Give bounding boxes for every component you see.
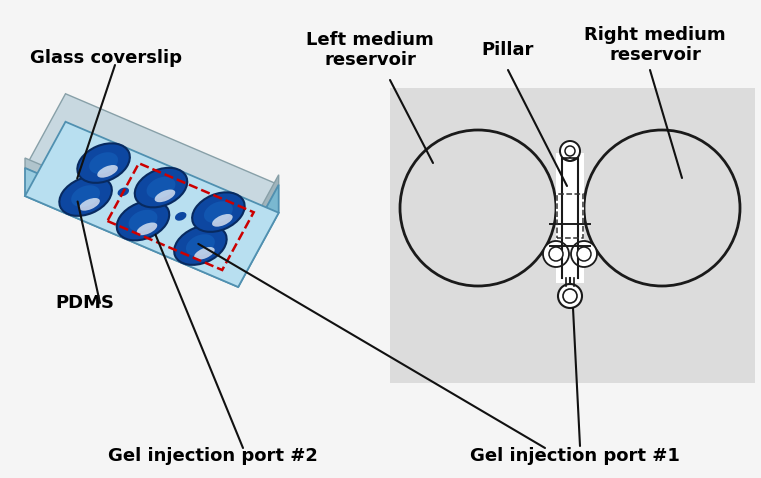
Ellipse shape [116, 201, 169, 240]
Ellipse shape [194, 247, 215, 260]
Ellipse shape [147, 177, 176, 198]
Ellipse shape [192, 192, 244, 232]
Ellipse shape [175, 212, 186, 221]
Text: Pillar: Pillar [482, 41, 534, 59]
Ellipse shape [59, 176, 112, 216]
Polygon shape [25, 122, 279, 287]
Bar [556, 153, 584, 283]
Ellipse shape [78, 143, 130, 183]
Circle shape [560, 141, 580, 161]
Polygon shape [25, 94, 279, 259]
Circle shape [543, 241, 569, 267]
Text: Glass coverslip: Glass coverslip [30, 49, 182, 67]
Ellipse shape [97, 165, 118, 178]
Ellipse shape [135, 168, 187, 207]
Ellipse shape [174, 225, 227, 265]
Ellipse shape [72, 185, 100, 207]
Circle shape [577, 247, 591, 261]
Text: Right medium
reservoir: Right medium reservoir [584, 26, 726, 65]
Circle shape [549, 247, 563, 261]
Text: PDMS: PDMS [55, 294, 114, 312]
Text: Gel injection port #2: Gel injection port #2 [108, 447, 318, 465]
Polygon shape [562, 158, 578, 161]
Circle shape [571, 241, 597, 267]
Polygon shape [25, 168, 238, 287]
Ellipse shape [212, 214, 233, 227]
Ellipse shape [129, 210, 158, 231]
Ellipse shape [79, 198, 100, 211]
Ellipse shape [204, 201, 233, 223]
Ellipse shape [117, 187, 129, 196]
Polygon shape [238, 175, 279, 259]
Ellipse shape [154, 189, 175, 202]
Bar [557, 194, 583, 238]
Ellipse shape [186, 234, 215, 256]
Ellipse shape [89, 152, 118, 174]
Polygon shape [238, 185, 279, 287]
Circle shape [565, 146, 575, 156]
Text: Gel injection port #1: Gel injection port #1 [470, 447, 680, 465]
Text: Left medium
reservoir: Left medium reservoir [306, 31, 434, 69]
Ellipse shape [137, 223, 158, 235]
Polygon shape [25, 158, 238, 259]
Circle shape [558, 284, 582, 308]
Circle shape [563, 289, 577, 303]
Bar [390, 88, 755, 383]
